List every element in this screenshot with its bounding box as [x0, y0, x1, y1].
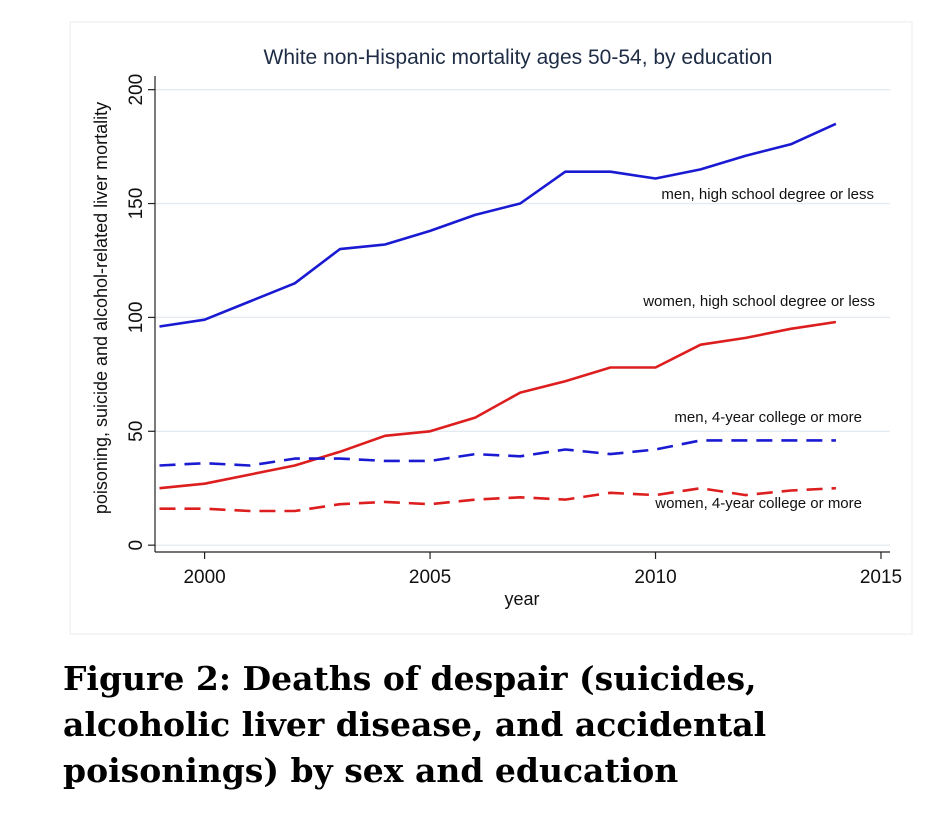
- figure-caption: Figure 2: Deaths of despair (suicides, a…: [63, 659, 767, 790]
- grid-lines: [155, 89, 890, 546]
- y-tick-label-100: 100: [126, 302, 147, 334]
- men-college-line: [159, 439, 836, 467]
- chart-title: White non-Hispanic mortality ages 50-54,…: [264, 46, 773, 69]
- y-tick-label-200: 200: [126, 74, 147, 106]
- series-labels: men, high school degree or less women, hi…: [642, 186, 875, 512]
- x-tick-label-2010: 2010: [634, 567, 676, 588]
- men-college-label: men, 4-year college or more: [674, 409, 862, 426]
- x-axis-title: year: [504, 589, 539, 609]
- men-hs-label: men, high school degree or less: [661, 186, 874, 203]
- axes: 0 50 100 150 200 2000 2005 2010 2015: [126, 74, 902, 588]
- y-tick-label-0: 0: [126, 540, 147, 551]
- y-tick-label-50: 50: [126, 421, 147, 442]
- women-hs-label: women, high school degree or less: [642, 293, 875, 310]
- women-college-line: [159, 486, 836, 513]
- x-tick-label-2005: 2005: [409, 567, 451, 588]
- chart-frame: [69, 21, 913, 635]
- women-college-label: women, 4-year college or more: [654, 495, 862, 512]
- women-hs-line: [159, 320, 837, 490]
- line-chart: 0 50 100 150 200 2000 2005 2010 2015 men, high s…: [69, 21, 913, 635]
- x-tick-label-2015: 2015: [860, 567, 902, 588]
- series-lines: [159, 122, 837, 513]
- y-tick-label-150: 150: [126, 188, 147, 220]
- x-tick-label-2000: 2000: [183, 567, 225, 588]
- y-axis-title: poisoning, suicide and alcohol-related l…: [91, 102, 111, 514]
- men-hs-line: [159, 122, 837, 328]
